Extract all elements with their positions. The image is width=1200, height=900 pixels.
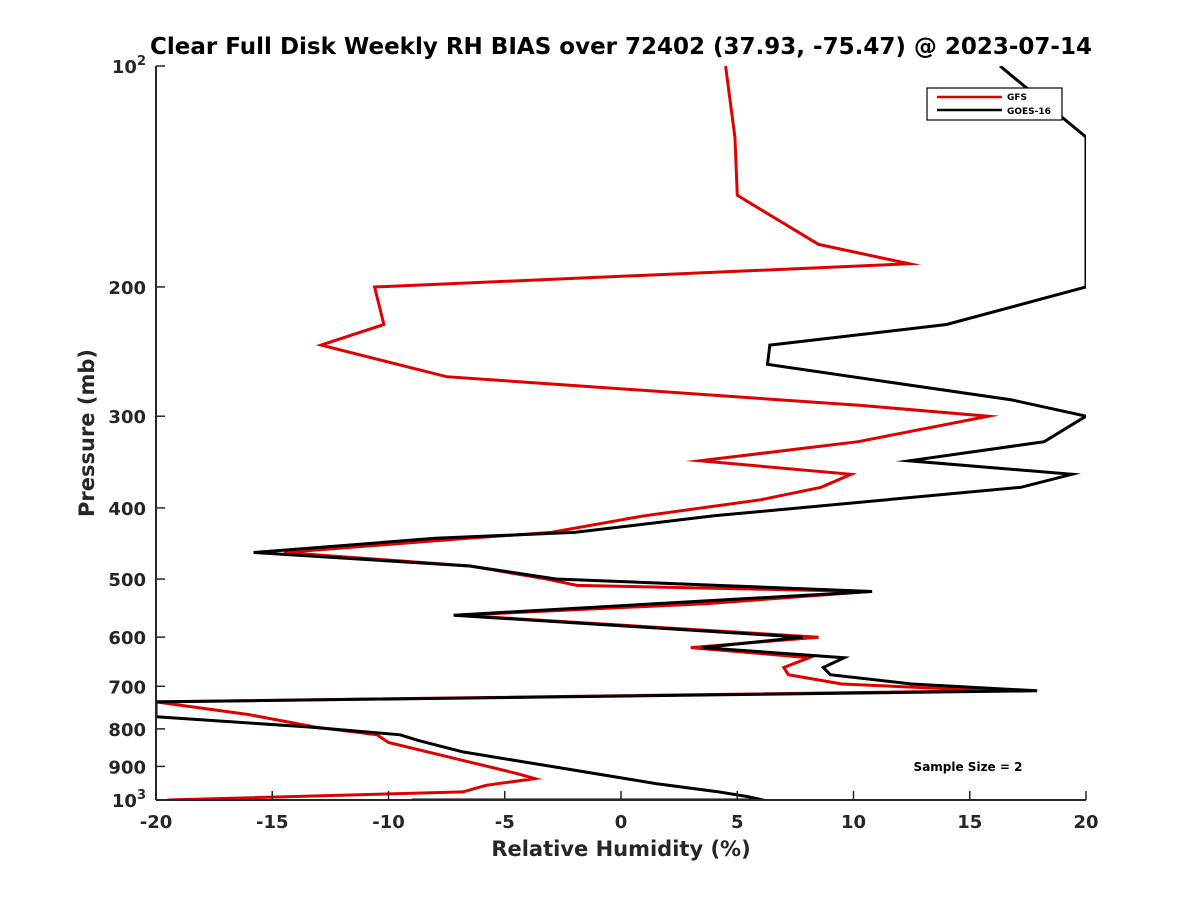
- x-tick-label: -20: [140, 812, 173, 833]
- series-layer: [156, 66, 1086, 800]
- y-tick-label: 200: [108, 278, 146, 299]
- axes: [155, 65, 1087, 801]
- x-axis-label: Relative Humidity (%): [491, 837, 750, 861]
- series-line-goes-16: [156, 66, 1086, 800]
- chart-title: Clear Full Disk Weekly RH BIAS over 7240…: [150, 34, 1092, 60]
- y-axis-label: Pressure (mb): [75, 349, 99, 517]
- x-tick-label: -10: [372, 812, 405, 833]
- y-tick-label: 700: [108, 677, 146, 698]
- y-tick-label: 103: [112, 788, 146, 812]
- x-tick-label: 15: [957, 812, 982, 833]
- legend-label-goes-16: GOES-16: [1007, 107, 1051, 117]
- x-tick-label: 20: [1073, 812, 1098, 833]
- tick-labels: -20 -15 -10 -5 0 5 10 15 20 102 200 300 400 500 600 700…: [108, 54, 1098, 833]
- y-tick-label: 600: [108, 628, 146, 649]
- x-tick-label: 10: [841, 812, 866, 833]
- legend-box: [926, 87, 1063, 121]
- y-tick-label: 800: [108, 720, 146, 741]
- sample-size-annotation: Sample Size = 2: [914, 760, 1023, 774]
- x-tick-label: -15: [256, 812, 289, 833]
- legend: GFS GOES-16: [926, 87, 1063, 121]
- x-tick-label: 0: [615, 812, 628, 833]
- y-tick-label: 900: [108, 757, 146, 778]
- y-tick-label: 102: [112, 54, 146, 78]
- y-tick-label: 300: [108, 407, 146, 428]
- legend-label-gfs: GFS: [1007, 93, 1027, 103]
- y-tick-label: 400: [108, 499, 146, 520]
- y-tick-label: 500: [108, 570, 146, 591]
- x-tick-label: -5: [495, 812, 515, 833]
- x-tick-label: 5: [731, 812, 744, 833]
- series-line-gfs: [156, 66, 1000, 800]
